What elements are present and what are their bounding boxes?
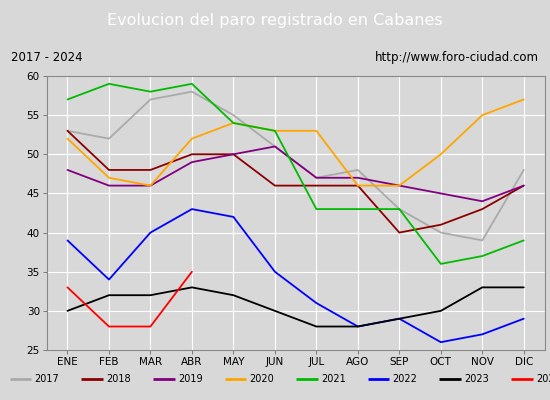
Text: 2024: 2024	[536, 374, 550, 384]
Text: 2022: 2022	[393, 374, 417, 384]
Text: 2019: 2019	[178, 374, 202, 384]
Text: 2018: 2018	[106, 374, 131, 384]
Text: http://www.foro-ciudad.com: http://www.foro-ciudad.com	[375, 51, 539, 64]
Text: Evolucion del paro registrado en Cabanes: Evolucion del paro registrado en Cabanes	[107, 14, 443, 28]
Text: 2021: 2021	[321, 374, 346, 384]
Text: 2017: 2017	[35, 374, 59, 384]
Text: 2023: 2023	[464, 374, 489, 384]
Text: 2017 - 2024: 2017 - 2024	[11, 51, 82, 64]
Text: 2020: 2020	[250, 374, 274, 384]
